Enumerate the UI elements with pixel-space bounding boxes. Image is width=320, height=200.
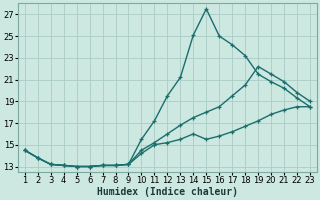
X-axis label: Humidex (Indice chaleur): Humidex (Indice chaleur)	[97, 186, 238, 197]
